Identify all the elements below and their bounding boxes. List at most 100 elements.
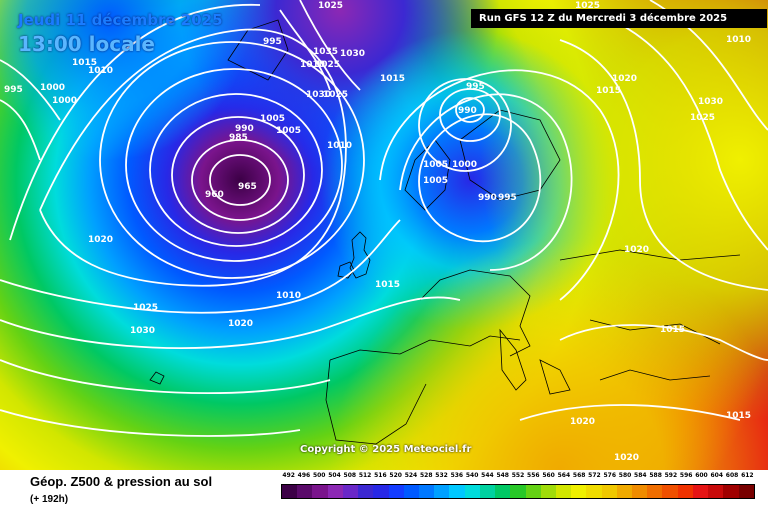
legend-swatch xyxy=(616,485,633,498)
isobar-label: 1015 xyxy=(660,325,685,335)
map-canvas: 995 1035 1030 1010 1025 1030 1025 1015 1… xyxy=(0,0,768,470)
color-legend: 492 496 500 504 508 512 516 520 524 528 532 536 540 5… xyxy=(281,472,755,502)
forecast-time: 13:00 locale xyxy=(18,32,155,56)
legend-label: 576 xyxy=(603,472,616,479)
legend-label: 564 xyxy=(557,472,571,479)
legend-swatch xyxy=(495,485,511,498)
legend-swatch xyxy=(708,485,724,498)
legend-label: 584 xyxy=(634,472,647,479)
isobar-label: 1005 xyxy=(260,114,285,124)
isobar-label: 1005 xyxy=(276,126,301,136)
isobar-label: 1000 xyxy=(52,96,77,106)
isobar-label: 1030 xyxy=(340,49,365,59)
legend-label: 556 xyxy=(527,472,540,479)
isobar-label: 1000 xyxy=(452,160,477,170)
legend-swatch xyxy=(692,485,709,498)
isobar-label: 1020 xyxy=(570,417,595,427)
legend-label: 560 xyxy=(542,472,555,479)
legend-label: 600 xyxy=(695,472,708,479)
forecast-date: Jeudi 11 décembre 2025 xyxy=(18,11,223,29)
forecast-offset: (+ 192h) xyxy=(30,494,69,505)
legend-label: 524 xyxy=(404,472,418,479)
legend-label: 504 xyxy=(328,472,341,479)
legend-label: 572 xyxy=(588,472,601,479)
isobar-label: 965 xyxy=(238,182,257,192)
isobar-label: 995 xyxy=(4,85,23,95)
legend-label: 612 xyxy=(741,472,754,479)
isobar-label: 990 xyxy=(235,124,254,134)
legend-label: 528 xyxy=(419,472,433,479)
isobar-label: 995 xyxy=(466,82,485,92)
legend-swatch xyxy=(327,485,343,498)
legend-swatch xyxy=(449,485,465,498)
legend-swatch xyxy=(571,485,587,498)
legend-swatch xyxy=(373,485,389,498)
legend-label: 608 xyxy=(725,472,739,479)
isobar-label: 1010 xyxy=(726,35,751,45)
isobar-label: 1025 xyxy=(575,1,600,11)
legend-swatch xyxy=(677,485,693,498)
legend-swatch xyxy=(434,485,450,498)
pressure-labels: 995 1035 1030 1010 1025 1030 1025 1015 1… xyxy=(4,1,751,463)
isobar-label: 1010 xyxy=(276,291,301,301)
isobar-label: 995 xyxy=(263,37,282,47)
legend-swatch xyxy=(479,485,496,498)
legend-swatch xyxy=(403,485,419,498)
legend-swatch xyxy=(632,485,648,498)
isobar-label: 1025 xyxy=(315,60,340,70)
isobar-label: 1025 xyxy=(690,113,715,123)
isobar-label: 1015 xyxy=(380,74,405,84)
legend-label: 568 xyxy=(572,472,586,479)
isobar-label: 1020 xyxy=(612,74,637,84)
legend-label: 508 xyxy=(343,472,357,479)
legend-swatch xyxy=(312,485,328,498)
legend-swatch xyxy=(662,485,678,498)
legend-label: 500 xyxy=(312,472,326,479)
legend-label: 496 xyxy=(297,472,311,479)
legend-label: 532 xyxy=(435,472,448,479)
legend-label: 592 xyxy=(664,472,678,479)
legend-labels: 492 496 500 504 508 512 516 520 524 528 532 536 540 5… xyxy=(281,472,755,483)
legend-swatch xyxy=(342,485,359,498)
isobar-label: 1000 xyxy=(40,83,65,93)
legend-swatch xyxy=(555,485,572,498)
legend-label: 580 xyxy=(618,472,632,479)
isobar-label: 1025 xyxy=(318,1,343,11)
geopotential-field-south xyxy=(0,0,768,470)
legend-label: 544 xyxy=(481,472,494,479)
legend-label: 536 xyxy=(450,472,464,479)
map-title: Géop. Z500 & pression au sol xyxy=(30,474,213,489)
weather-map: 995 1035 1030 1010 1025 1030 1025 1015 1… xyxy=(0,0,768,470)
legend-swatch xyxy=(464,485,480,498)
isobar-label: 1005 xyxy=(423,160,448,170)
legend-swatch xyxy=(525,485,541,498)
legend-label: 512 xyxy=(358,472,372,479)
legend-swatch xyxy=(738,485,754,498)
isobars xyxy=(0,0,768,436)
isobar-label: 1030 xyxy=(306,90,331,100)
legend-label: 492 xyxy=(282,472,295,479)
legend-label: 552 xyxy=(511,472,525,479)
isobar-label: 1005 xyxy=(423,176,448,186)
footer: Géop. Z500 & pression au sol (+ 192h) 49… xyxy=(0,470,768,512)
legend-swatch xyxy=(297,485,313,498)
legend-swatch xyxy=(586,485,602,498)
copyright: Copyright © 2025 Meteociel.fr xyxy=(300,444,472,455)
isobar-label: 995 xyxy=(498,193,517,203)
isobar-label: 1020 xyxy=(624,245,649,255)
legend-swatch xyxy=(282,485,298,498)
legend-swatch xyxy=(601,485,617,498)
coastlines xyxy=(149,19,741,445)
isobar-label: 1015 xyxy=(72,58,97,68)
legend-label: 516 xyxy=(374,472,387,479)
legend-swatch xyxy=(418,485,435,498)
isobar-label: 1035 xyxy=(313,47,338,57)
run-info: Run GFS 12 Z du Mercredi 3 décembre 2025 xyxy=(471,9,767,28)
legend-swatch xyxy=(388,485,404,498)
isobar-label: 1010 xyxy=(327,141,352,151)
isobar-label: 1030 xyxy=(130,326,155,336)
isobar-label: 1015 xyxy=(726,411,751,421)
legend-swatch xyxy=(540,485,556,498)
legend-label: 520 xyxy=(389,472,402,479)
isobar-label: 1020 xyxy=(614,453,639,463)
